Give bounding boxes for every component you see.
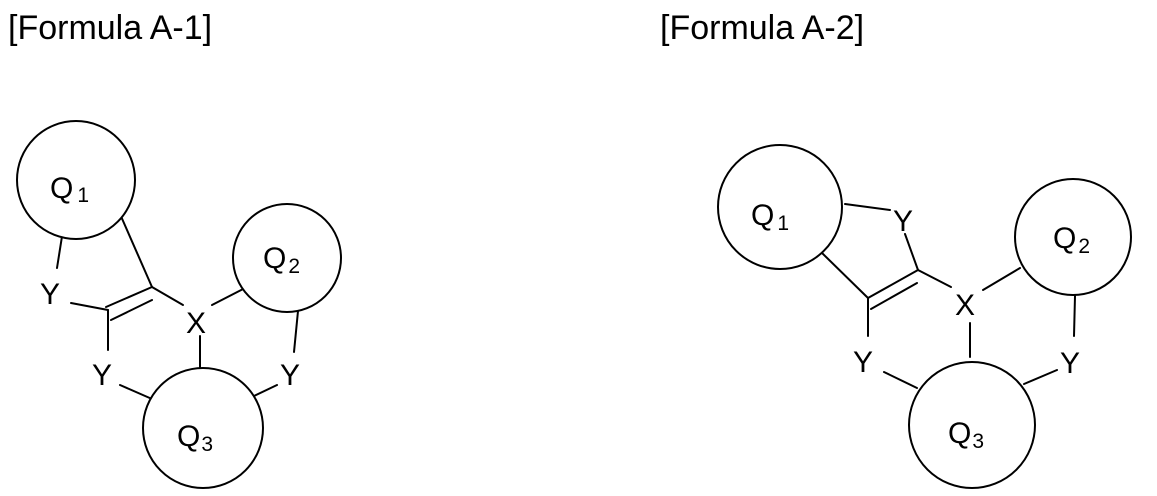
a2-bond-y-q3-right xyxy=(1024,370,1057,384)
a1-atom-y-upper: Y xyxy=(40,278,60,311)
a1-atom-y-right: Y xyxy=(280,359,300,392)
a1-bond-q1-c2 xyxy=(120,214,152,287)
formula-a1-structure: Q1 Q2 Q3 X Y Y Y xyxy=(17,121,341,488)
a1-ring-q2 xyxy=(233,204,341,312)
a1-ring-q1 xyxy=(17,121,135,239)
a2-bond-c2-x xyxy=(918,270,951,287)
a2-double-bond-inner xyxy=(871,283,917,309)
a1-bond-y-q3-right xyxy=(254,385,277,396)
a2-atom-x: X xyxy=(955,289,975,322)
a2-bond-y-c2 xyxy=(905,234,918,270)
a2-atom-y-top: Y xyxy=(893,205,913,238)
a2-bond-q1-c1 xyxy=(822,253,868,298)
formula-a2-structure: Q1 Q2 Q3 X Y Y Y xyxy=(718,145,1131,488)
a2-ring-q3 xyxy=(909,362,1035,488)
a1-bond-c2-x xyxy=(152,287,183,305)
a2-ring-q1 xyxy=(718,145,842,269)
a2-bond-x-q2 xyxy=(983,268,1020,290)
a2-bond-q1-y xyxy=(845,204,890,210)
a2-double-bond-outer xyxy=(868,270,918,298)
a1-ring-q3 xyxy=(143,368,263,488)
a1-bond-q2-y xyxy=(294,311,298,352)
a1-atom-y-lower: Y xyxy=(92,359,112,392)
a2-bond-q2-y xyxy=(1074,296,1075,336)
a1-bond-y-q3 xyxy=(120,385,152,399)
a1-bond-y-c1 xyxy=(71,303,108,310)
a1-bond-x-q2 xyxy=(212,287,247,305)
a2-atom-y-lower: Y xyxy=(853,346,873,379)
a1-atom-x: X xyxy=(186,307,206,340)
a2-atom-y-right: Y xyxy=(1060,347,1080,380)
a2-bond-y-q3 xyxy=(884,372,917,388)
